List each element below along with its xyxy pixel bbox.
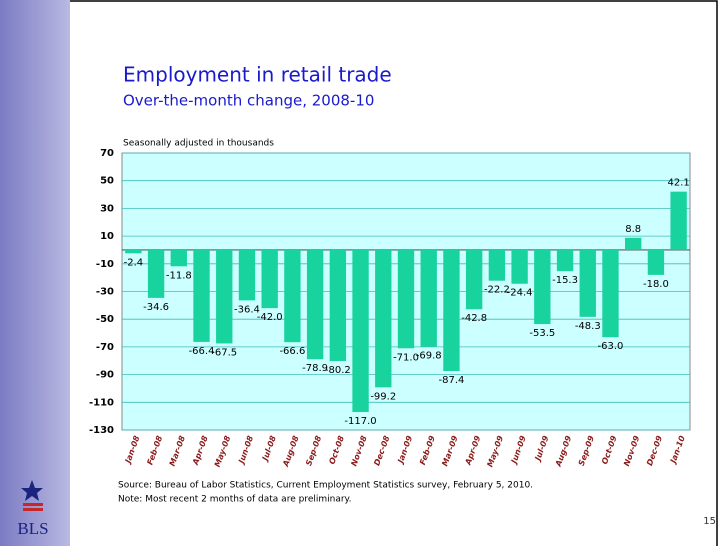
data-label: -18.0 bbox=[643, 279, 669, 290]
data-label: 42.1 bbox=[668, 178, 690, 189]
bar bbox=[147, 249, 165, 298]
y-tick-label: 70 bbox=[100, 148, 114, 159]
note: Note: Most recent 2 months of data are p… bbox=[118, 495, 351, 505]
y-tick-label: 50 bbox=[100, 176, 114, 187]
logo-stripe bbox=[23, 508, 43, 511]
data-label: -24.4 bbox=[507, 288, 533, 299]
data-label: -42.0 bbox=[257, 312, 283, 323]
data-label: -71.0 bbox=[393, 352, 419, 363]
bar bbox=[375, 249, 392, 388]
bar bbox=[125, 249, 142, 254]
bar bbox=[465, 249, 483, 310]
data-label: -15.3 bbox=[552, 275, 578, 286]
bar bbox=[556, 249, 574, 272]
bar bbox=[647, 249, 665, 275]
data-label: -69.8 bbox=[416, 351, 442, 362]
logo: BLS bbox=[17, 480, 49, 538]
y-tick-label: -130 bbox=[89, 425, 114, 436]
data-label: -22.2 bbox=[484, 285, 510, 296]
bar bbox=[238, 249, 256, 301]
data-label: -53.5 bbox=[529, 328, 555, 339]
logo-text: BLS bbox=[17, 519, 48, 538]
bar bbox=[420, 249, 437, 347]
y-tick-label: -110 bbox=[89, 397, 114, 408]
data-label: 8.8 bbox=[625, 224, 641, 235]
y-tick-label: -70 bbox=[96, 342, 114, 353]
bar bbox=[602, 249, 619, 338]
axis-label: Seasonally adjusted in thousands bbox=[123, 139, 274, 149]
page-number: 15 bbox=[703, 516, 716, 527]
data-label: -36.4 bbox=[234, 304, 260, 315]
y-tick-label: 10 bbox=[100, 231, 114, 242]
logo-star bbox=[21, 480, 43, 501]
data-label: -2.4 bbox=[124, 257, 144, 268]
data-label: -42.8 bbox=[461, 313, 487, 324]
data-label: -117.0 bbox=[344, 416, 376, 427]
bar bbox=[261, 249, 278, 309]
bar bbox=[329, 249, 347, 362]
bar bbox=[579, 249, 596, 317]
bar bbox=[352, 249, 369, 412]
bar bbox=[216, 249, 233, 344]
y-tick-label: -50 bbox=[96, 314, 114, 325]
data-label: -80.2 bbox=[325, 365, 351, 376]
bar bbox=[306, 249, 324, 360]
bar bbox=[534, 249, 551, 325]
data-label: -99.2 bbox=[370, 391, 396, 402]
y-tick-label: -10 bbox=[96, 259, 114, 270]
slide-border bbox=[70, 0, 718, 546]
data-label: -34.6 bbox=[143, 302, 169, 313]
data-label: -67.5 bbox=[211, 347, 237, 358]
data-label: -63.0 bbox=[598, 341, 624, 352]
bar bbox=[443, 249, 460, 371]
bar bbox=[511, 249, 528, 284]
bar bbox=[193, 249, 210, 342]
data-label: -78.9 bbox=[302, 363, 328, 374]
y-tick-label: -30 bbox=[96, 287, 114, 298]
data-label: -66.4 bbox=[189, 346, 215, 357]
bar bbox=[488, 249, 506, 281]
bar bbox=[625, 237, 642, 250]
logo-stripe bbox=[23, 503, 43, 506]
bar bbox=[284, 249, 301, 343]
data-label: -87.4 bbox=[439, 375, 465, 386]
y-tick-label: -90 bbox=[96, 370, 114, 381]
source: Source: Bureau of Labor Statistics, Curr… bbox=[118, 481, 533, 491]
chart-subtitle: Over-the-month change, 2008-10 bbox=[123, 92, 374, 110]
bar bbox=[670, 191, 687, 250]
y-tick-label: 30 bbox=[100, 203, 114, 214]
side-stripe bbox=[0, 0, 70, 546]
bar bbox=[397, 249, 415, 349]
chart-title: Employment in retail trade bbox=[123, 63, 392, 87]
data-label: -48.3 bbox=[575, 321, 601, 332]
data-label: -66.6 bbox=[279, 346, 305, 357]
data-label: -11.8 bbox=[166, 270, 192, 281]
bar bbox=[170, 249, 187, 267]
